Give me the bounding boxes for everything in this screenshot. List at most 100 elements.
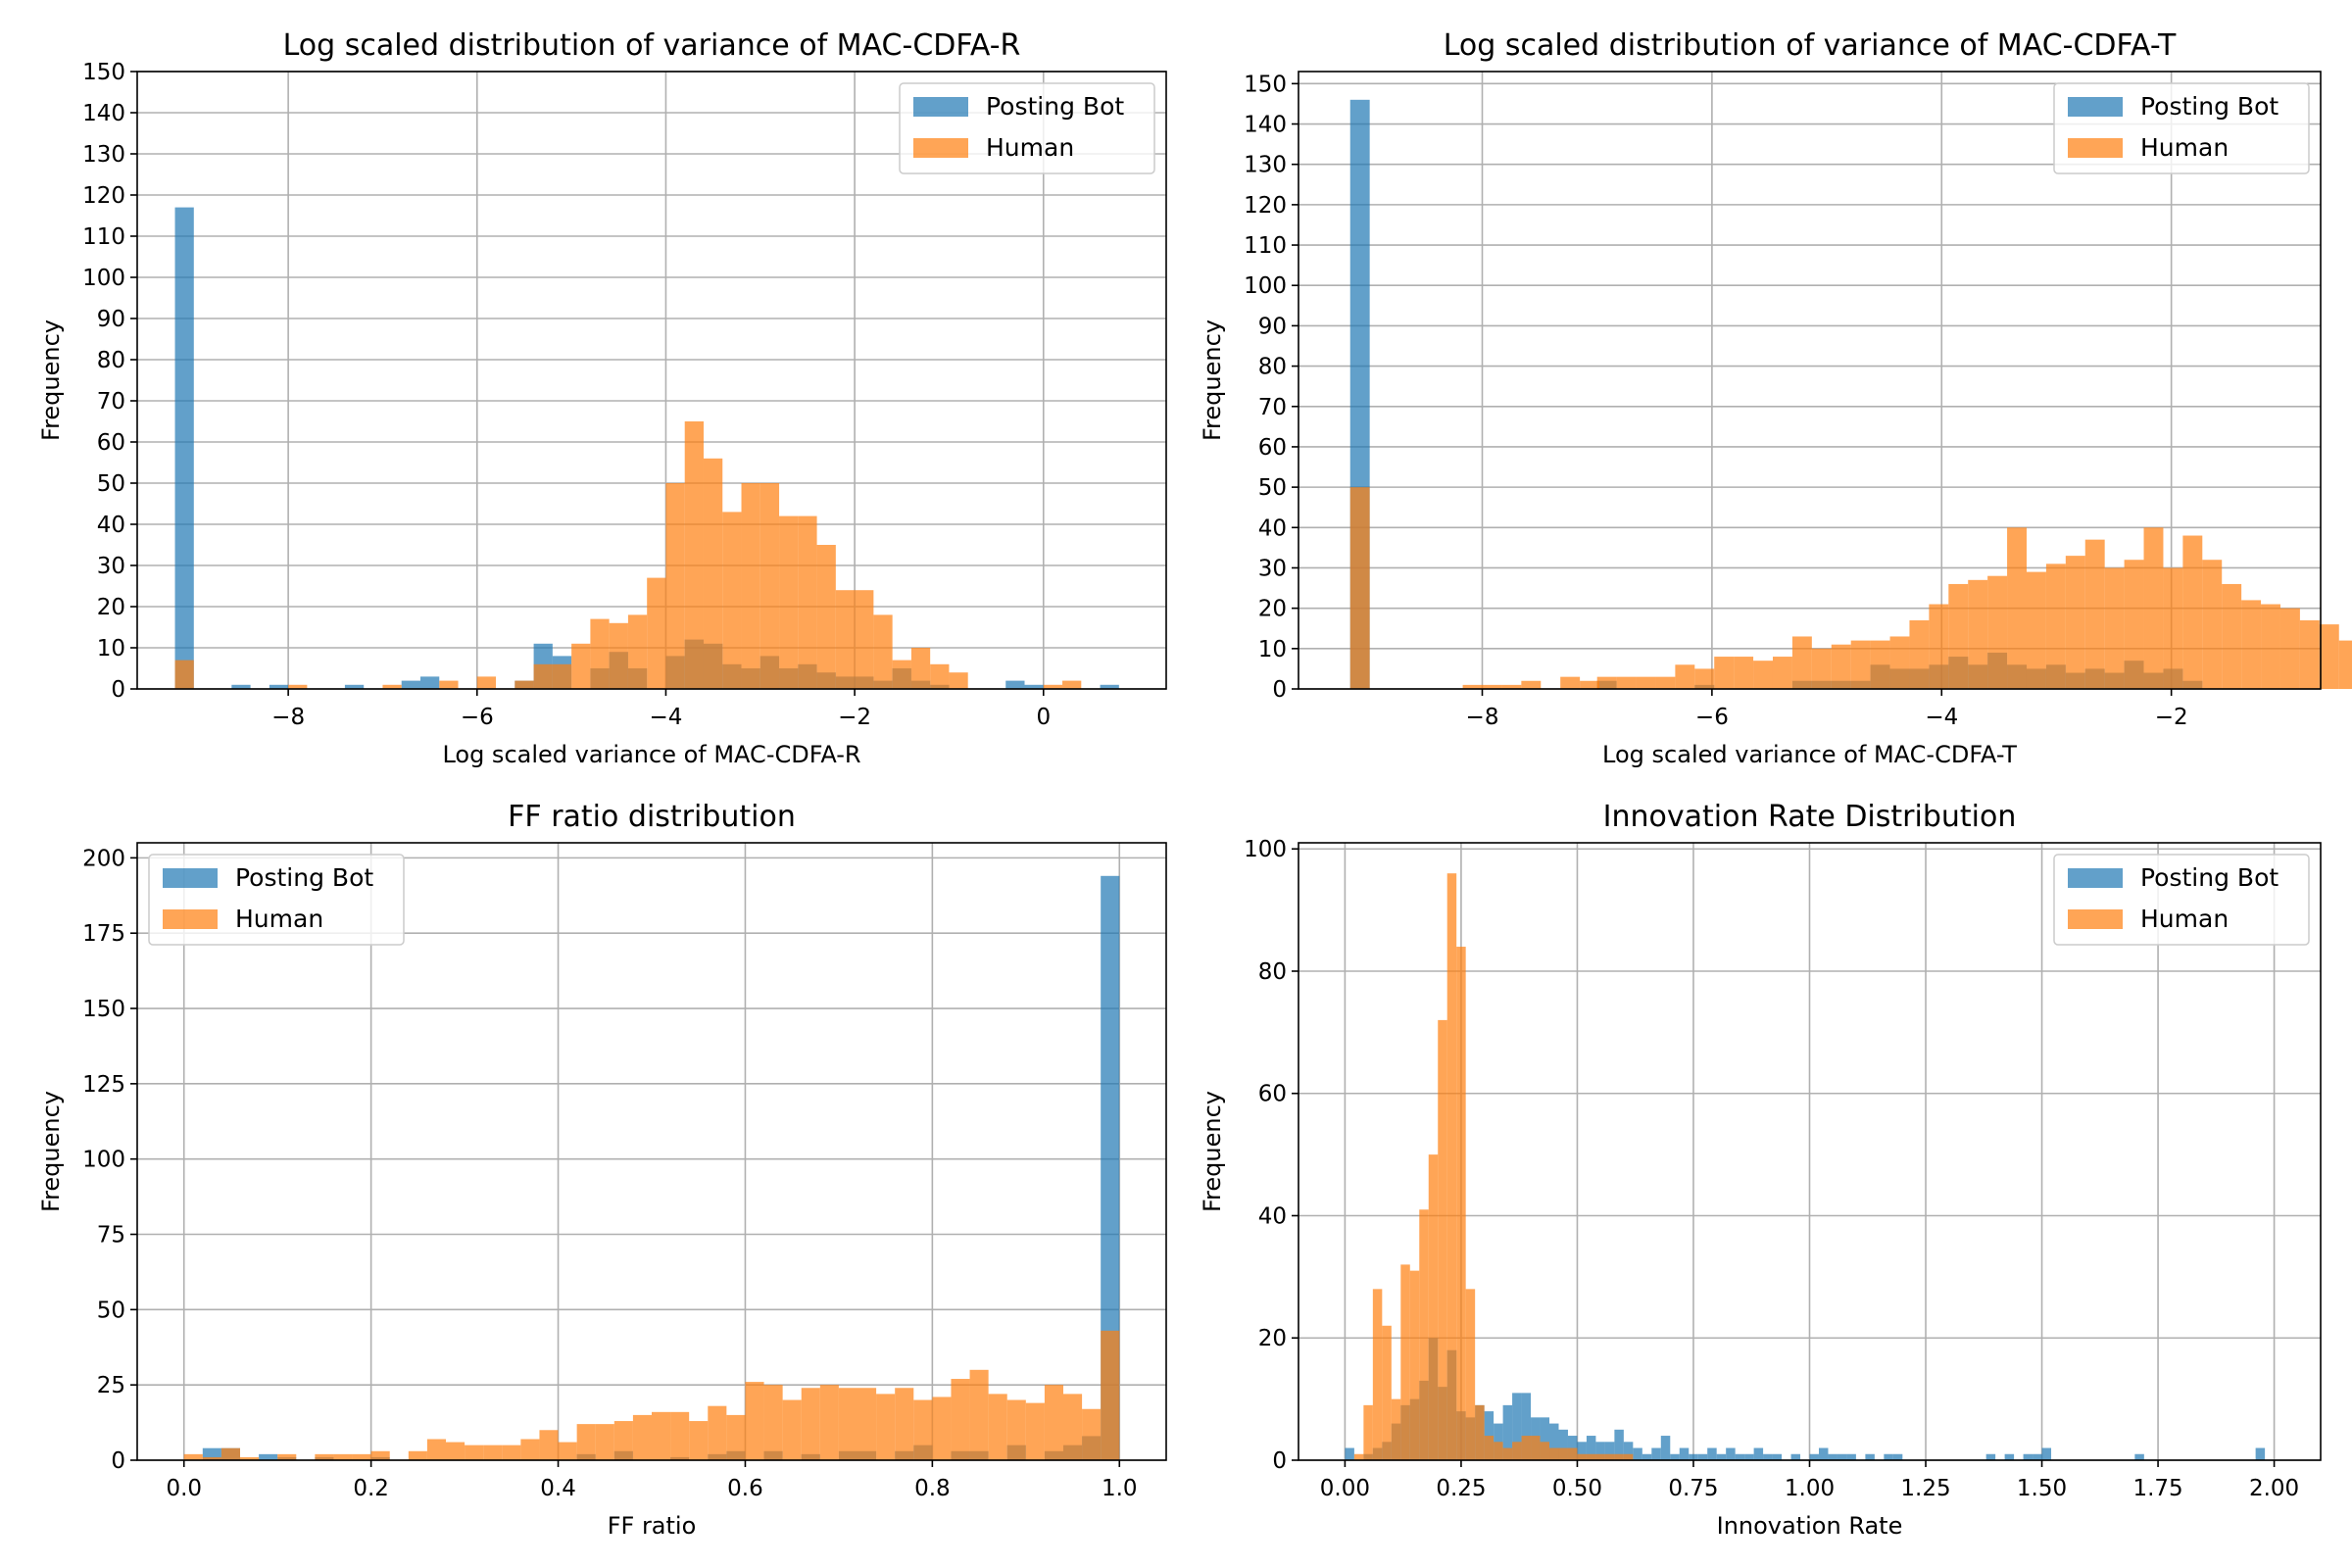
- bar: [741, 483, 760, 689]
- bar: [1428, 1154, 1439, 1460]
- legend: Posting Bot Human: [899, 82, 1155, 174]
- bar: [988, 1394, 1007, 1460]
- bar: [1475, 1404, 1485, 1460]
- bar: [1670, 1453, 1680, 1460]
- bar: [2299, 620, 2320, 689]
- x-tick-label: 1.50: [2017, 1476, 2067, 1501]
- bar: [684, 421, 704, 689]
- bar: [1540, 1417, 1550, 1460]
- bar: [2202, 560, 2223, 689]
- bar: [1438, 1019, 1447, 1460]
- bar: [344, 684, 365, 689]
- bar: [835, 590, 856, 689]
- bar: [1549, 1423, 1559, 1460]
- bar: [913, 1399, 933, 1460]
- y-tick-label: 40: [97, 513, 125, 538]
- legend: Posting Bot Human: [148, 854, 405, 946]
- y-tick-label: 0: [111, 677, 125, 703]
- bar: [819, 1385, 839, 1460]
- bar: [2065, 556, 2085, 689]
- y-tick-label: 130: [1244, 153, 1287, 178]
- bar: [1484, 1436, 1494, 1460]
- bar: [1870, 640, 1890, 689]
- legend-label: Human: [2140, 905, 2229, 933]
- y-tick-label: 120: [82, 183, 125, 209]
- bar: [576, 1424, 596, 1460]
- bar: [892, 660, 911, 689]
- x-tick-label: 0.0: [166, 1476, 202, 1501]
- y-tick-label: 130: [82, 142, 125, 168]
- bar: [1400, 1264, 1410, 1460]
- bar: [174, 207, 194, 689]
- y-tick-label: 0: [111, 1448, 125, 1474]
- bar: [1948, 583, 1969, 689]
- y-tick-label: 70: [97, 389, 125, 415]
- bar: [1929, 604, 1949, 689]
- y-tick-label: 20: [97, 595, 125, 620]
- x-tick-label: 2.00: [2249, 1476, 2299, 1501]
- bar: [231, 684, 251, 689]
- bar: [1567, 1447, 1578, 1460]
- bar: [446, 1442, 466, 1460]
- bar: [1987, 575, 2008, 689]
- subplot-3: 0.0 0.2 0.4 0.6 0.8 1.0 0 25 50 75 100 125 150 175 200…: [37, 800, 1167, 1540]
- y-tick-label: 60: [1258, 435, 1287, 461]
- bar: [1726, 1447, 1736, 1460]
- bar: [1456, 947, 1466, 1460]
- bar: [665, 483, 685, 689]
- bar: [595, 1424, 614, 1460]
- bar: [2255, 1447, 2266, 1460]
- bar: [1502, 1404, 1513, 1460]
- x-tick-label: 1.75: [2132, 1476, 2182, 1501]
- bar: [1716, 1453, 1727, 1460]
- bar: [1892, 1453, 1903, 1460]
- x-axis-label: Innovation Rate: [1717, 1512, 1903, 1540]
- y-tick-label: 25: [97, 1373, 125, 1398]
- bar: [1809, 1453, 1819, 1460]
- bar: [277, 1453, 297, 1460]
- bar: [1372, 1289, 1383, 1460]
- bar: [1694, 668, 1715, 689]
- legend-label: Posting Bot: [235, 863, 373, 892]
- subplot-4: 0.00 0.25 0.50 0.75 1.00 1.25 1.50 1.75 2.00 0 20 4…: [1199, 800, 2322, 1540]
- bar: [1614, 1453, 1624, 1460]
- bar: [632, 1414, 652, 1460]
- bar: [895, 1388, 914, 1460]
- y-tick-label: 140: [1244, 113, 1287, 138]
- bar: [1623, 1453, 1634, 1460]
- bar: [1349, 487, 1370, 689]
- bar: [1024, 684, 1044, 689]
- bar: [514, 680, 534, 689]
- bar: [1811, 648, 1832, 689]
- y-tick-label: 60: [1258, 1082, 1287, 1107]
- bar: [1082, 1408, 1102, 1460]
- y-tick-label: 80: [97, 348, 125, 373]
- bar: [259, 1453, 278, 1460]
- x-axis-label: FF ratio: [608, 1512, 697, 1540]
- chart-title: Innovation Rate Distribution: [1603, 800, 2017, 834]
- bar: [1707, 1447, 1717, 1460]
- bar: [779, 515, 799, 689]
- bar: [1521, 680, 1542, 689]
- x-tick-label: −8: [271, 705, 305, 730]
- bar: [1521, 1436, 1532, 1460]
- bar: [951, 1379, 970, 1460]
- bar: [476, 676, 497, 689]
- bar: [1697, 1453, 1708, 1460]
- bar: [1846, 1453, 1856, 1460]
- bar: [689, 1421, 709, 1460]
- bar: [1985, 1453, 1996, 1460]
- x-tick-label: 1.00: [1785, 1476, 1835, 1501]
- bar: [1595, 1442, 1605, 1460]
- bar: [910, 648, 931, 689]
- bar: [483, 1445, 503, 1460]
- bar: [708, 1405, 727, 1460]
- bar: [1577, 1442, 1587, 1460]
- bar: [401, 680, 420, 689]
- legend-swatch: [2068, 97, 2123, 117]
- bar: [858, 1388, 877, 1460]
- bar: [558, 1442, 577, 1460]
- bar: [1586, 1453, 1596, 1460]
- y-tick-label: 80: [1258, 959, 1287, 985]
